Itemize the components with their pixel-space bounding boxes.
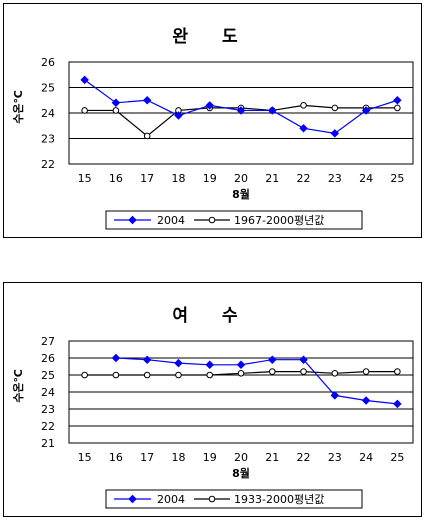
- chart-wando: 완 도 22 23 24 25 26 15 16 17 18 19 20 21 22 23 24 25 수온℃…: [12, 27, 414, 230]
- data-point-average: [394, 368, 401, 375]
- data-point-2004: [361, 106, 371, 115]
- legend-label-2004: 2004: [157, 493, 185, 506]
- x-tick-label: 15: [78, 172, 92, 185]
- data-point-average: [362, 368, 370, 375]
- legend-marker-2004: [128, 215, 137, 225]
- x-tick-label: 17: [140, 451, 154, 464]
- y-tick-label: 24: [41, 386, 55, 399]
- data-point-2004: [393, 399, 402, 409]
- legend: 2004 1967-2000평년값: [105, 210, 363, 230]
- plot-area: 21 22 23 24 25 26 27 15 16 17 18 19 20 21 22 23 24 25: [41, 335, 414, 464]
- x-tick-label: 21: [265, 172, 279, 185]
- y-tick-label: 23: [41, 133, 55, 146]
- y-tick-label: 22: [41, 420, 55, 433]
- x-tick-label: 24: [359, 172, 373, 185]
- y-tick-label: 26: [41, 352, 55, 365]
- data-point-average: [143, 371, 151, 379]
- y-tick-label: 24: [41, 107, 55, 120]
- y-tick-label: 25: [41, 82, 55, 95]
- data-point-2004: [268, 106, 277, 115]
- data-point-average: [237, 370, 245, 377]
- data-point-average: [331, 104, 339, 112]
- data-point-2004: [80, 75, 89, 85]
- data-point-average: [300, 368, 307, 375]
- x-tick-label: 17: [140, 172, 154, 185]
- data-point-average: [143, 132, 151, 140]
- plot-area: 22 23 24 25 26 15 16 17 18 19 20 21 22 23 24 25: [41, 56, 414, 185]
- data-point-2004: [205, 101, 214, 110]
- x-tick-label: 24: [359, 451, 373, 464]
- chart-title: 여 수: [172, 306, 251, 326]
- chart-panel-yeosu: 여 수 21 22 23 24 25 26 27 15 16 17 18 19 20 21 22 23 24 25…: [3, 282, 422, 517]
- x-tick-label: 21: [265, 451, 279, 464]
- y-tick-label: 26: [41, 56, 55, 69]
- chart-panel-wando: 완 도 22 23 24 25 26 15 16 17 18 19 20 21 22 23 24 25 수온℃…: [3, 3, 422, 238]
- data-point-average: [331, 370, 339, 377]
- chart-title: 완 도: [172, 27, 251, 47]
- x-tick-label: 20: [234, 451, 248, 464]
- data-point-2004: [111, 353, 121, 363]
- y-tick-label: 25: [41, 369, 55, 382]
- data-point-average: [81, 371, 88, 379]
- data-point-average: [268, 368, 276, 375]
- data-point-2004: [236, 106, 246, 115]
- x-tick-label: 16: [109, 451, 123, 464]
- data-point-average: [300, 102, 307, 109]
- x-axis-label: 8월: [232, 466, 250, 480]
- x-tick-label: 18: [171, 172, 185, 185]
- legend-label-average: 1933-2000평년값: [234, 493, 324, 506]
- y-tick-label: 23: [41, 403, 55, 416]
- data-point-2004: [111, 98, 121, 108]
- data-point-2004: [205, 360, 214, 370]
- x-tick-label: 16: [109, 172, 123, 185]
- x-tick-label: 19: [203, 451, 217, 464]
- data-point-2004: [174, 111, 183, 120]
- legend-marker-average: [208, 216, 216, 224]
- y-tick-label: 27: [41, 335, 55, 348]
- series-line-2004: [115, 357, 398, 405]
- data-point-average: [81, 107, 88, 114]
- data-point-average: [206, 371, 214, 379]
- y-tick-label: 21: [41, 437, 55, 450]
- data-point-2004: [299, 124, 308, 133]
- legend-label-average: 1967-2000평년값: [234, 214, 324, 227]
- legend-marker-average: [208, 495, 216, 503]
- y-axis-label: 수온℃: [12, 90, 25, 124]
- x-tick-label: 19: [203, 172, 217, 185]
- plot-frame: [68, 340, 414, 444]
- data-point-average: [112, 107, 120, 114]
- plot-frame: [68, 61, 414, 165]
- chart-yeosu: 여 수 21 22 23 24 25 26 27 15 16 17 18 19 20 21 22 23 24 25…: [12, 306, 414, 509]
- legend-label-2004: 2004: [157, 214, 185, 227]
- data-point-2004: [330, 129, 340, 138]
- data-point-average: [175, 371, 182, 379]
- data-point-2004: [236, 360, 246, 370]
- data-point-2004: [330, 391, 340, 400]
- data-point-2004: [268, 355, 277, 364]
- data-point-2004: [142, 96, 152, 105]
- x-tick-label: 25: [390, 172, 404, 185]
- y-axis-label: 수온℃: [12, 369, 25, 403]
- data-point-2004: [142, 355, 152, 364]
- x-tick-label: 18: [171, 451, 185, 464]
- data-point-2004: [361, 396, 371, 405]
- y-tick-label: 22: [41, 158, 55, 171]
- x-tick-label: 20: [234, 172, 248, 185]
- data-point-average: [112, 371, 120, 379]
- x-axis-label: 8월: [232, 187, 250, 201]
- x-tick-label: 15: [78, 451, 92, 464]
- data-point-2004: [299, 355, 308, 364]
- data-point-2004: [393, 96, 402, 105]
- legend: 2004 1933-2000평년값: [105, 489, 363, 509]
- data-point-average: [394, 104, 401, 112]
- x-tick-label: 22: [297, 172, 311, 185]
- legend-marker-2004: [128, 494, 137, 504]
- x-tick-label: 23: [328, 172, 342, 185]
- x-tick-label: 23: [328, 451, 342, 464]
- x-tick-label: 22: [297, 451, 311, 464]
- x-tick-label: 25: [390, 451, 404, 464]
- data-point-2004: [174, 358, 183, 368]
